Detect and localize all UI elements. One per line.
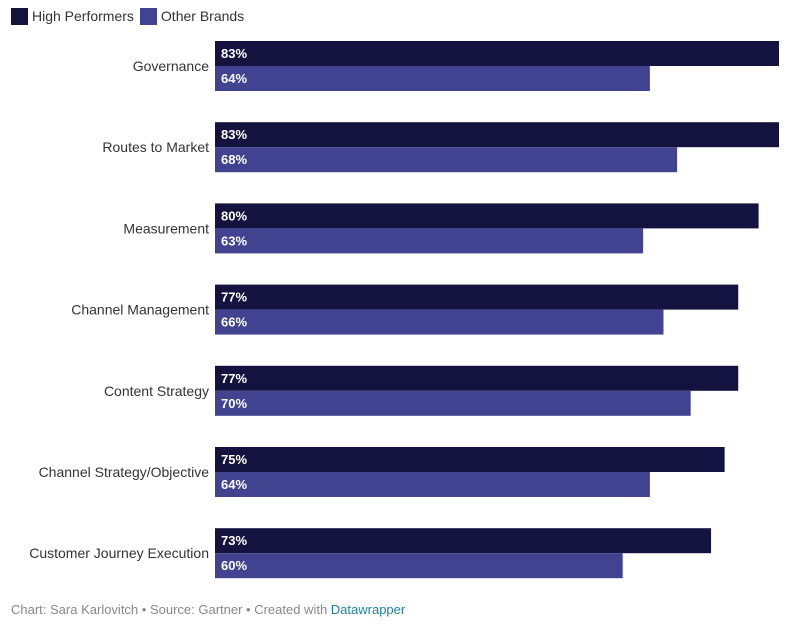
category-label-routes-to-market: Routes to Market (102, 139, 209, 155)
value-label-other-brands-channel-strategy-objective: 64% (221, 477, 247, 492)
chart-footer: Chart: Sara Karlovitch • Source: Gartner… (11, 602, 405, 617)
bar-other-brands-customer-journey-execution (215, 553, 623, 579)
bar-other-brands-channel-strategy-objective (215, 472, 650, 497)
category-label-content-strategy: Content Strategy (104, 383, 209, 399)
value-label-high-performers-measurement: 80% (221, 208, 247, 223)
value-label-high-performers-channel-management: 77% (221, 290, 247, 305)
footer-credits: Chart: Sara Karlovitch • Source: Gartner… (11, 602, 331, 617)
legend-item-other-brands: Other Brands (139, 7, 245, 25)
value-label-high-performers-routes-to-market: 83% (221, 127, 247, 142)
bar-high-performers-measurement (215, 203, 759, 229)
value-label-other-brands-customer-journey-execution: 60% (221, 558, 247, 573)
legend-label-high-performers: High Performers (32, 8, 134, 24)
legend: High Performers Other Brands (11, 6, 250, 26)
bar-other-brands-measurement (215, 228, 644, 254)
value-label-other-brands-measurement: 63% (221, 233, 247, 248)
datawrapper-link[interactable]: Datawrapper (330, 602, 406, 617)
bar-chart: Governance 83% 64% Routes to Market 83% 68% Me… (29, 41, 779, 579)
bar-high-performers-customer-journey-execution (215, 528, 712, 554)
category-label-measurement: Measurement (123, 220, 209, 236)
value-label-high-performers-content-strategy: 77% (221, 371, 247, 386)
category-label-channel-strategy-objective: Channel Strategy/Objective (39, 464, 210, 480)
bar-high-performers-routes-to-market (215, 122, 779, 148)
bar-other-brands-channel-management (215, 309, 664, 335)
value-label-other-brands-channel-management: 66% (221, 315, 247, 330)
legend-swatch-other-brands (139, 7, 157, 25)
legend-swatch-high-performers (11, 7, 28, 25)
category-label-channel-management: Channel Management (71, 302, 209, 318)
value-label-high-performers-governance: 83% (221, 46, 247, 61)
value-label-high-performers-channel-strategy-objective: 75% (221, 452, 247, 467)
value-label-high-performers-customer-journey-execution: 73% (221, 533, 247, 548)
value-label-other-brands-content-strategy: 70% (221, 396, 247, 411)
bar-high-performers-content-strategy (215, 365, 739, 391)
bar-other-brands-governance (215, 66, 650, 91)
bar-other-brands-content-strategy (215, 390, 691, 416)
bar-high-performers-channel-strategy-objective (215, 447, 725, 472)
value-label-other-brands-governance: 64% (221, 71, 247, 86)
legend-label-other-brands: Other Brands (160, 8, 245, 24)
value-label-other-brands-routes-to-market: 68% (221, 152, 247, 167)
bar-other-brands-routes-to-market (215, 147, 678, 173)
category-label-governance: Governance (133, 58, 209, 74)
legend-item-high-performers: High Performers (11, 7, 134, 25)
bar-high-performers-channel-management (215, 284, 739, 310)
bar-high-performers-governance (215, 41, 779, 66)
category-label-customer-journey-execution: Customer Journey Execution (29, 545, 209, 561)
